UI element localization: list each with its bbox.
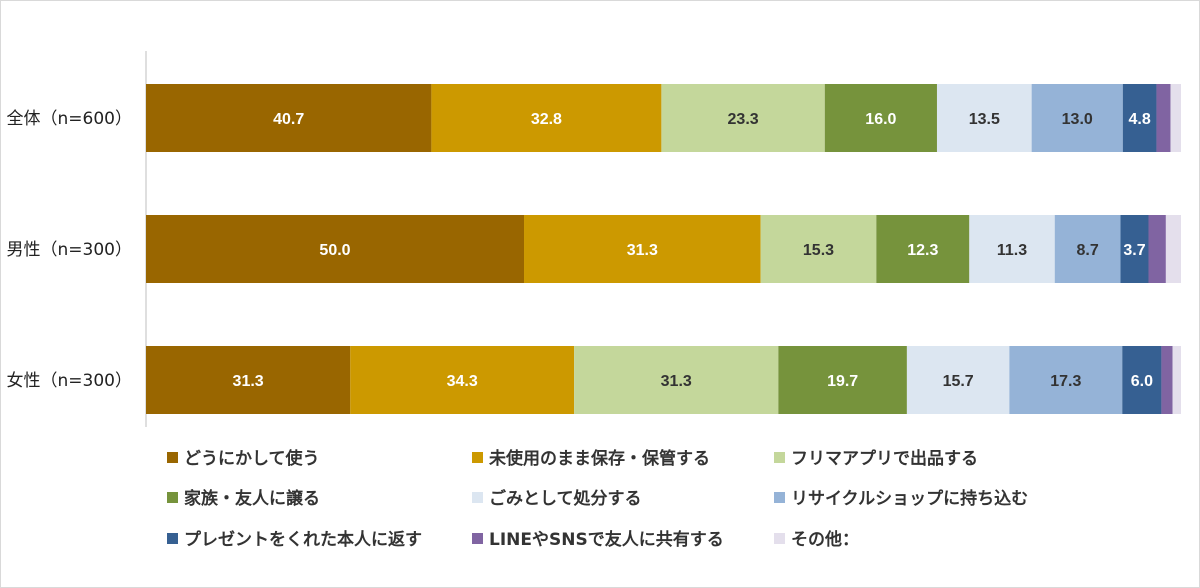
bar-segment: [574, 346, 779, 414]
bar-segment: [524, 215, 761, 283]
bar-segment: [1156, 84, 1171, 152]
legend-label: どうにかして使う: [184, 448, 320, 469]
legend-label: フリマアプリで出品する: [791, 448, 978, 469]
legend-swatch: [472, 492, 483, 503]
legend-swatch: [167, 492, 178, 503]
legend-swatch: [167, 533, 178, 544]
bar-segment: [1122, 346, 1162, 414]
data-label: 11.3: [997, 242, 1027, 259]
data-label: 13.5: [969, 111, 1000, 128]
category-label: 全体（n=600）: [7, 109, 132, 129]
data-label: 31.3: [627, 242, 658, 259]
bar-segment: [431, 84, 662, 152]
data-label: 17.3: [1050, 373, 1081, 390]
data-label: 6.0: [1131, 373, 1153, 390]
legend-label: ごみとして処分する: [489, 488, 642, 509]
legend-label: その他：: [791, 529, 859, 550]
category-label: 女性（n=300）: [7, 371, 132, 391]
bar-segment: [1161, 346, 1173, 414]
data-label: 50.0: [319, 242, 350, 259]
legend-label: 家族・友人に譲る: [184, 488, 320, 509]
bar-segment: [906, 346, 1010, 414]
bar-segment: [1172, 346, 1181, 414]
legend-label: 未使用のまま保存・保管する: [488, 448, 710, 469]
bar-segment: [661, 84, 825, 152]
bar-segment: [1148, 215, 1166, 283]
bar-segment: [936, 84, 1032, 152]
legend-swatch: [167, 452, 178, 463]
bar-segment: [778, 346, 907, 414]
data-label: 13.0: [1062, 111, 1093, 128]
legend-label: リサイクルショップに持ち込む: [791, 488, 1028, 509]
bar-segment: [1009, 346, 1123, 414]
bar-segment: [1122, 84, 1157, 152]
data-label: 19.7: [827, 373, 858, 390]
bar-segment: [760, 215, 877, 283]
bar-segment: [350, 346, 575, 414]
data-label: 12.3: [907, 242, 938, 259]
bar-segment: [146, 346, 351, 414]
bar-segment: [876, 215, 970, 283]
data-label: 23.3: [728, 111, 759, 128]
data-label: 15.3: [803, 242, 834, 259]
bar-segment: [1120, 215, 1149, 283]
bar-segment: [1170, 84, 1181, 152]
bar-segment: [146, 84, 432, 152]
data-label: 40.7: [273, 111, 304, 128]
bar-segment: [146, 215, 525, 283]
bar-segment: [824, 84, 937, 152]
legend-swatch: [774, 492, 785, 503]
bar-segment: [1054, 215, 1121, 283]
data-label: 31.3: [233, 373, 264, 390]
legend-swatch: [774, 452, 785, 463]
data-label: 16.0: [865, 111, 896, 128]
legend-swatch: [472, 533, 483, 544]
bar-segment: [1165, 215, 1181, 283]
data-label: 3.7: [1123, 242, 1145, 259]
data-label: 34.3: [447, 373, 478, 390]
legend-label: プレゼントをくれた本人に返す: [184, 529, 422, 550]
legend-swatch: [472, 452, 483, 463]
bar-segment: [1031, 84, 1123, 152]
data-label: 31.3: [661, 373, 692, 390]
data-label: 4.8: [1129, 111, 1151, 128]
bar-segment: [969, 215, 1055, 283]
legend-swatch: [774, 533, 785, 544]
data-label: 8.7: [1077, 242, 1099, 259]
data-label: 32.8: [531, 111, 562, 128]
category-label: 男性（n=300）: [7, 240, 132, 260]
data-label: 15.7: [943, 373, 974, 390]
legend-label: LINEやSNSで友人に共有する: [489, 529, 724, 550]
